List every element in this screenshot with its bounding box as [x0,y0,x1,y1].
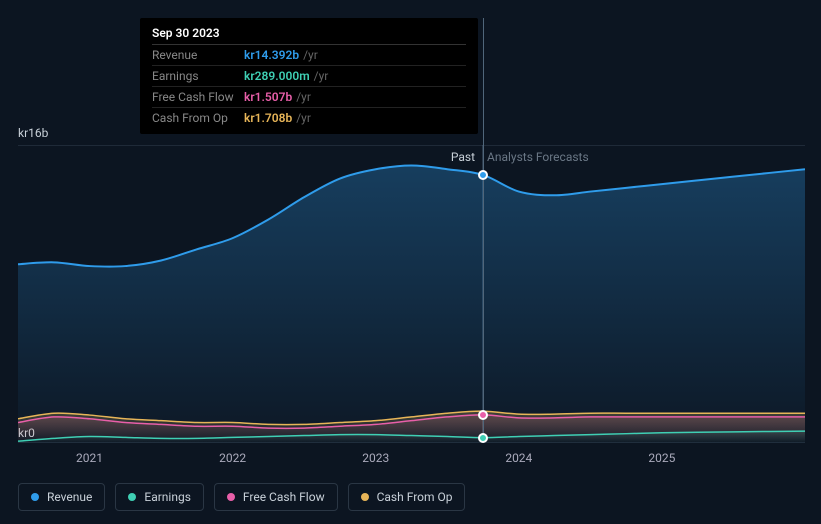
x-axis: 2021 2022 2023 2024 2025 [18,451,805,471]
y-axis-max-label: kr16b [18,126,48,140]
tooltip-value: kr1.507b [244,90,292,104]
legend-dot [128,493,136,501]
x-tick: 2025 [648,451,675,465]
legend-label: Revenue [47,490,92,504]
x-tick: 2022 [219,451,246,465]
x-tick: 2021 [76,451,103,465]
tooltip-value: kr14.392b [244,48,299,62]
tooltip-key: Earnings [152,69,244,83]
hover-marker-free_cash_flow [478,410,488,420]
tooltip-date: Sep 30 2023 [152,26,466,45]
tooltip-unit: /yr [314,69,329,83]
tooltip-row: Earningskr289.000m/yr [152,66,466,87]
legend-dot [227,493,235,501]
tooltip-unit: /yr [296,111,311,125]
legend-label: Free Cash Flow [243,490,325,504]
tooltip-row: Cash From Opkr1.708b/yr [152,108,466,128]
tooltip-row: Free Cash Flowkr1.507b/yr [152,87,466,108]
legend-label: Earnings [144,490,191,504]
legend-item-cash_from_op[interactable]: Cash From Op [348,483,466,511]
tooltip-value: kr289.000m [244,69,310,83]
tooltip-key: Free Cash Flow [152,90,244,104]
chart-plot[interactable] [18,145,805,443]
hover-marker-revenue [478,170,488,180]
tooltip-key: Cash From Op [152,111,244,125]
x-tick: 2024 [505,451,532,465]
hover-cursor-line [483,18,484,443]
legend-item-revenue[interactable]: Revenue [18,483,105,511]
legend-item-free_cash_flow[interactable]: Free Cash Flow [214,483,338,511]
tooltip-row: Revenuekr14.392b/yr [152,45,466,66]
legend-bar: Revenue Earnings Free Cash Flow Cash From O… [18,483,465,511]
legend-dot [31,493,39,501]
legend-dot [361,493,369,501]
hover-tooltip: Sep 30 2023 Revenuekr14.392b/yrEarningsk… [140,18,478,134]
hover-marker-earnings [478,433,488,443]
legend-item-earnings[interactable]: Earnings [115,483,204,511]
tooltip-unit: /yr [303,48,318,62]
tooltip-key: Revenue [152,48,244,62]
x-tick: 2023 [362,451,389,465]
chart-svg [18,145,805,443]
tooltip-value: kr1.708b [244,111,292,125]
tooltip-unit: /yr [296,90,311,104]
legend-label: Cash From Op [377,490,453,504]
